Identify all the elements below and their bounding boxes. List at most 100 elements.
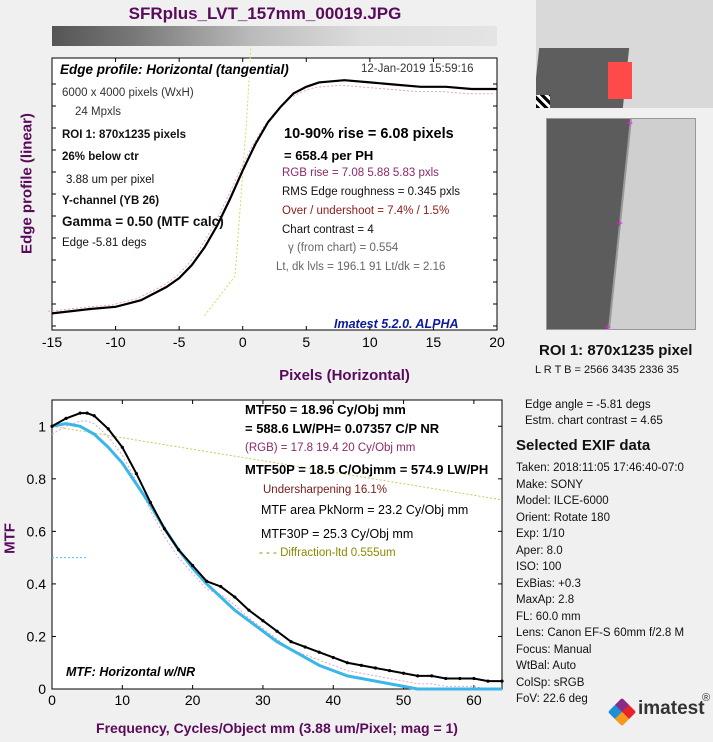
edge-xtick-label: 20 <box>489 334 505 350</box>
exif-fl: FL: 60.0 mm <box>516 610 581 623</box>
edge-xtick-label: -5 <box>173 334 186 350</box>
info-um-per-pixel: 3.88 um per pixel <box>66 174 155 186</box>
mtf-point <box>387 669 392 673</box>
mtf-xtick-label: 30 <box>255 692 271 708</box>
imatest-logo: imatest ® <box>607 692 712 727</box>
mtf-point <box>373 666 378 670</box>
mtf30p-value: MTF30P = 25.3 Cy/Obj mm <box>261 527 414 541</box>
exif-taken: Taken: 2018:11:05 17:46:40-07:0 <box>516 462 684 474</box>
mtf-ylabel: MTF <box>1 523 19 554</box>
mtf-xtick-label: 20 <box>185 692 201 708</box>
exif-lens: Lens: Canon EF-S 60mm f/2.8 M <box>516 627 685 639</box>
mtf-xtick-label: 10 <box>115 692 131 708</box>
imatest-logo-text: imatest <box>638 698 705 719</box>
mtf-label: MTF: Horizontal w/NR <box>66 665 196 679</box>
mtf-rgb: (RGB) = 17.8 19.4 20 Cy/Obj mm <box>245 442 416 454</box>
mtf-point <box>472 676 476 681</box>
info-channel: Y-channel (YB 26) <box>62 195 160 207</box>
mtf-point <box>64 416 68 420</box>
rise-value: 10-90% rise = 6.08 pixels <box>284 126 454 142</box>
gamma-from-chart: γ (from chart) = 0.554 <box>288 242 399 254</box>
mtf-xtick-label: 40 <box>325 692 341 708</box>
mtf-xtick-label: 50 <box>396 692 412 708</box>
mtf-point <box>275 629 279 633</box>
mtf-point <box>345 661 349 665</box>
exif-iso: ISO: 100 <box>516 561 562 573</box>
exif-make: Make: SONY <box>516 478 584 491</box>
roi-label: ROI 1: 870x1235 pixel <box>539 342 693 359</box>
mtf-point <box>247 608 251 612</box>
edge-xtick-label: 15 <box>426 334 442 350</box>
light-dark-levels: Lt, dk lvls = 196.1 91 Lt/dk = 2.16 <box>276 261 446 273</box>
mtf-point <box>303 645 307 649</box>
mtf-point <box>500 679 504 683</box>
mtf-cyan-line <box>51 422 502 691</box>
mtf-point <box>261 619 265 623</box>
roi-plus-top: + <box>626 119 633 130</box>
chart-title: SFRplus_LVT_157mm_00019.JPG <box>128 4 402 23</box>
info-mpxls: 24 Mpxls <box>75 106 122 118</box>
mtf-point <box>331 655 335 660</box>
mtf-ytick-label: 0.4 <box>27 576 47 592</box>
mtf-ytick-label: 0 <box>38 681 46 697</box>
roi-marker <box>608 62 632 99</box>
mtf-xtick-label: 0 <box>48 692 56 708</box>
mtf-xlabel: Frequency, Cycles/Object mm (3.88 um/Pix… <box>96 720 458 736</box>
exif-orient: Orient: Rotate 180 <box>516 511 610 524</box>
mtf-point <box>78 411 82 415</box>
mtf-point <box>401 671 406 675</box>
roi-thumbnail <box>536 0 713 108</box>
mtf-point <box>233 595 237 599</box>
mtf-xtick-label: 60 <box>466 692 482 708</box>
edge-xtick-label: 0 <box>239 334 247 350</box>
info-roi: ROI 1: 870x1235 pixels <box>62 129 187 141</box>
edge-heading: Edge profile: Horizontal (tangential) <box>60 62 289 77</box>
edge-plot-frame <box>51 57 498 331</box>
mtf50p-value: MTF50P = 18.5 C/Objmm = 574.9 LW/PH <box>245 462 489 477</box>
edge-ylabel: Edge profile (linear) <box>18 113 36 254</box>
mtf-point <box>219 584 223 589</box>
mtf-point <box>486 679 490 683</box>
info-edge-angle: Edge -5.81 degs <box>62 237 147 249</box>
exif-wtbal: WtBal: Auto <box>516 660 577 672</box>
edge-angle-info: Edge angle = -5.81 degs <box>525 399 651 411</box>
mtf-point <box>205 579 209 583</box>
info-gamma: Gamma = 0.50 (MTF calc) <box>62 214 224 229</box>
edge-profile-line <box>51 79 497 315</box>
exif-colsp: ColSp: sRGB <box>516 676 585 689</box>
edge-rgb-line <box>48 84 494 312</box>
edge-timestamp: 12-Jan-2019 15:59:16 <box>361 63 474 75</box>
exif-exp: Exp: 1/10 <box>516 528 565 540</box>
exif-fov: FoV: 22.6 deg <box>516 693 588 705</box>
mtf-point <box>317 650 321 654</box>
rgb-rise: RGB rise = 7.08 5.88 5.83 pxls <box>282 167 439 179</box>
exif-heading: Selected EXIF data <box>516 437 651 454</box>
mtf-point <box>176 548 181 552</box>
mtf-point <box>85 411 89 415</box>
exif-list: Taken: 2018:11:05 17:46:40-07:0 Make: SO… <box>516 460 684 708</box>
estm-contrast-info: Estm. chart contrast = 4.65 <box>525 415 663 427</box>
mtf-point <box>120 445 124 449</box>
roi-crop: + + + <box>546 118 696 330</box>
mtf-ytick-label: 1 <box>38 418 46 434</box>
mtf-point <box>416 674 420 678</box>
exif-model: Model: ILCE-6000 <box>516 495 609 507</box>
edge-roughness: RMS Edge roughness = 0.345 pxls <box>282 186 461 198</box>
mtf-point <box>191 563 195 568</box>
edge-chart: -15 -10 -5 0 5 10 15 20 <box>42 44 505 350</box>
mtf-ytick-label: 0.6 <box>27 523 47 539</box>
undersharpening: Undersharpening 16.1% <box>263 484 388 496</box>
roi-plus-bottom: + <box>604 320 611 329</box>
mtf-point <box>92 414 96 418</box>
mtf-area: MTF area PkNorm = 23.2 Cy/Obj mm <box>261 503 469 517</box>
edge-xtick-label: -10 <box>105 334 125 350</box>
mtf-point <box>430 674 434 678</box>
edge-xtick-label: 10 <box>362 334 378 350</box>
mtf-ytick-label: 0.8 <box>27 471 47 487</box>
edge-xtick-label: -15 <box>42 334 62 350</box>
imatest-version: Imatest 5.2.0. ALPHA <box>334 317 459 331</box>
mtf50-value: MTF50 = 18.96 Cy/Obj mm <box>245 402 406 417</box>
mtf-point <box>359 663 363 667</box>
info-below-ctr: 26% below ctr <box>62 151 139 163</box>
mtf-point <box>106 427 110 431</box>
